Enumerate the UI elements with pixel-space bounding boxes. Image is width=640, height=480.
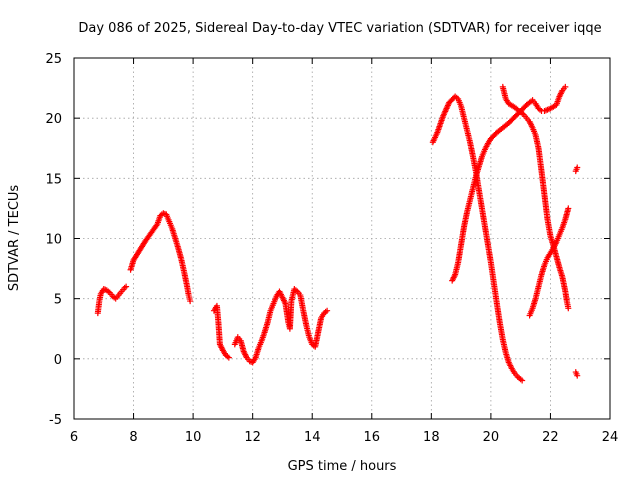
x-tick-label: 20 bbox=[483, 430, 500, 445]
y-tick-label: 0 bbox=[54, 353, 62, 368]
chart-title: Day 086 of 2025, Sidereal Day-to-day VTE… bbox=[78, 21, 601, 36]
data-point bbox=[565, 205, 572, 212]
data-point bbox=[187, 298, 194, 305]
ticks-layer: 6 8 10 12 14 16 18 20 22 24 -5 0 5 10 15 20 25 bbox=[45, 52, 618, 445]
series-arc-1 bbox=[94, 283, 130, 317]
y-tick-label: 20 bbox=[45, 112, 62, 127]
x-tick-label: 16 bbox=[364, 430, 381, 445]
y-tick-label: 15 bbox=[45, 172, 62, 187]
y-tick-label: 5 bbox=[54, 293, 62, 308]
y-tick-label: 25 bbox=[45, 52, 62, 67]
series-arc-9 bbox=[572, 164, 581, 175]
x-tick-label: 6 bbox=[70, 430, 78, 445]
series-arc-8 bbox=[526, 205, 572, 319]
data-point bbox=[565, 305, 572, 312]
x-tick-label: 22 bbox=[542, 430, 559, 445]
series-arc-3 bbox=[210, 302, 232, 361]
y-axis-label: SDTVAR / TECUs bbox=[7, 185, 22, 292]
series-arc-2 bbox=[127, 210, 194, 305]
y-tick-label: 10 bbox=[45, 233, 62, 248]
data-point bbox=[225, 354, 232, 361]
x-tick-label: 12 bbox=[244, 430, 261, 445]
data-point bbox=[123, 283, 130, 290]
x-tick-label: 8 bbox=[129, 430, 137, 445]
data-point bbox=[519, 377, 526, 384]
x-axis-label: GPS time / hours bbox=[288, 459, 397, 474]
x-tick-label: 24 bbox=[602, 430, 619, 445]
series-arc-4 bbox=[231, 286, 331, 366]
data-point bbox=[562, 83, 569, 90]
data-point bbox=[324, 307, 331, 314]
series-arc-10 bbox=[572, 369, 581, 379]
x-tick-label: 18 bbox=[423, 430, 440, 445]
data-point bbox=[574, 372, 581, 379]
series-arc-5 bbox=[429, 93, 526, 384]
x-tick-label: 10 bbox=[185, 430, 202, 445]
grid-layer bbox=[74, 58, 610, 419]
x-tick-label: 14 bbox=[304, 430, 321, 445]
points-layer bbox=[94, 83, 581, 384]
series-arc-6 bbox=[449, 83, 569, 284]
data-point bbox=[574, 164, 581, 171]
y-tick-label: -5 bbox=[49, 413, 62, 428]
